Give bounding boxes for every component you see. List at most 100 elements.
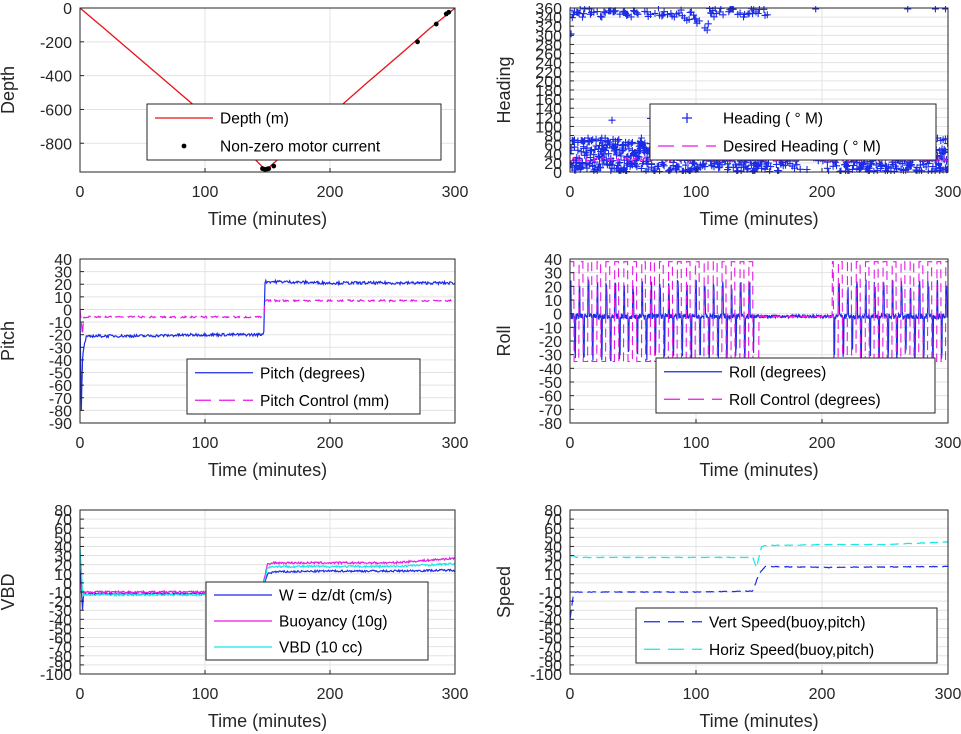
y-tick-label: -90 xyxy=(49,416,72,433)
x-tick-label: 100 xyxy=(683,184,710,201)
series-pitch-degrees xyxy=(80,278,455,411)
chart-panel-depth: 0 100 200 300 0 -200 -400 -600 -800 Time (minutes… xyxy=(0,1,468,229)
series-layer xyxy=(570,541,948,620)
y-tick-label: -10 xyxy=(49,585,72,602)
y-tick-label: -20 xyxy=(539,594,562,611)
y-tick-label: 30 xyxy=(54,265,72,282)
y-tick-label: 0 xyxy=(63,576,72,593)
y-tick-label: -60 xyxy=(539,631,562,648)
x-axis-label: Time (minutes) xyxy=(208,711,327,731)
y-tick-label: -600 xyxy=(40,102,72,119)
y-tick-label: -80 xyxy=(49,649,72,666)
legend-label: Roll Control (degrees) xyxy=(729,392,881,409)
y-tick-label: 40 xyxy=(544,252,562,269)
y-tick-label: 40 xyxy=(544,147,562,164)
y-tick-label: 0 xyxy=(63,302,72,319)
x-axis-label: Time (minutes) xyxy=(699,209,818,229)
y-tick-label: -70 xyxy=(539,640,562,657)
y-tick-label: 220 xyxy=(535,65,562,82)
y-tick-label: -50 xyxy=(539,621,562,638)
series-vbd-10-cc xyxy=(80,547,455,598)
y-tick-label: 80 xyxy=(544,503,562,520)
series-layer xyxy=(80,547,455,610)
legend-label: W = dz/dt (cm/s) xyxy=(279,588,392,605)
y-tick-label: -30 xyxy=(539,348,562,365)
y-tick-label: 20 xyxy=(54,277,72,294)
y-tick-label: 60 xyxy=(544,138,562,155)
legend-box xyxy=(655,357,936,414)
y-tick-label: 280 xyxy=(535,37,562,54)
y-tick-label: -30 xyxy=(49,340,72,357)
x-tick-label: 0 xyxy=(76,435,85,452)
y-tick-label: 40 xyxy=(544,539,562,556)
series-vert-speed-buoy-pitch xyxy=(570,565,948,620)
series-layer xyxy=(80,278,455,411)
x-tick-label: 0 xyxy=(566,184,575,201)
y-axis-label: Pitch xyxy=(0,321,18,361)
x-axis-label: Time (minutes) xyxy=(208,209,327,229)
y-tick-label: -80 xyxy=(539,416,562,433)
legend-label: Pitch (degrees) xyxy=(260,365,365,382)
series-horiz-speed-buoy-pitch xyxy=(570,541,948,570)
y-tick-label: -200 xyxy=(40,35,72,52)
series-layer xyxy=(80,7,455,172)
y-tick-label: -800 xyxy=(40,136,72,153)
y-tick-label: 260 xyxy=(535,47,562,64)
legend-label: Pitch Control (mm) xyxy=(260,393,389,410)
y-tick-label: -400 xyxy=(40,69,72,86)
x-tick-label: 300 xyxy=(935,435,961,452)
motor-current-point xyxy=(446,9,452,15)
legend-label: Roll (degrees) xyxy=(729,364,826,381)
y-tick-label: 360 xyxy=(535,1,562,18)
y-tick-label: 20 xyxy=(544,279,562,296)
y-tick-label: 50 xyxy=(54,530,72,547)
legend-label: VBD (10 cc) xyxy=(279,640,363,657)
y-tick-label: 30 xyxy=(544,549,562,566)
x-tick-label: 100 xyxy=(192,184,219,201)
y-tick-label: 300 xyxy=(535,28,562,45)
chart-panel-roll: 0 100 200 300403020100-10-20-30-40-50-60-70… xyxy=(494,252,961,480)
y-tick-label: -30 xyxy=(539,603,562,620)
series-roll-control-degrees xyxy=(570,261,948,363)
y-tick-label: 340 xyxy=(535,10,562,27)
y-tick-label: -10 xyxy=(49,315,72,332)
x-tick-label: 100 xyxy=(683,435,710,452)
legend-label: Desired Heading ( ° M) xyxy=(723,139,881,156)
y-tick-label: 10 xyxy=(54,290,72,307)
y-tick-label: 10 xyxy=(544,293,562,310)
x-tick-label: 0 xyxy=(566,686,575,703)
y-tick-label: 20 xyxy=(544,558,562,575)
y-tick-label: -80 xyxy=(49,403,72,420)
x-tick-label: 300 xyxy=(442,184,469,201)
y-tick-label: 100 xyxy=(535,119,562,136)
y-tick-label: -50 xyxy=(49,366,72,383)
x-tick-label: 0 xyxy=(76,184,85,201)
y-axis-label: Depth xyxy=(0,66,18,114)
x-tick-label: 200 xyxy=(809,686,836,703)
y-tick-label: -70 xyxy=(49,391,72,408)
x-tick-label: 200 xyxy=(809,435,836,452)
legend-label: Heading ( ° M) xyxy=(723,111,823,128)
x-tick-label: 200 xyxy=(317,435,344,452)
y-tick-label: -40 xyxy=(49,612,72,629)
motor-current-point xyxy=(433,21,439,27)
y-tick-label: -70 xyxy=(539,402,562,419)
legend-label: Non-zero motor current xyxy=(220,139,381,156)
y-tick-label: -90 xyxy=(539,658,562,675)
axes-box xyxy=(79,258,456,424)
y-tick-label: 10 xyxy=(54,567,72,584)
x-tick-label: 0 xyxy=(566,435,575,452)
y-tick-label: 240 xyxy=(535,56,562,73)
y-tick-label: -60 xyxy=(539,389,562,406)
y-tick-label: -40 xyxy=(539,612,562,629)
chart-panel-heading: 0 100 200 300020406080100120140160180200220… xyxy=(494,1,961,229)
x-tick-label: 300 xyxy=(935,184,961,201)
motor-current-point xyxy=(266,166,272,172)
x-tick-label: 200 xyxy=(809,184,836,201)
legend-label: Vert Speed(buoy,pitch) xyxy=(709,614,866,631)
x-axis-label: Time (minutes) xyxy=(699,460,818,480)
chart-panel-speed: 0 100 200 30080706050403020100-10-20-30-40-… xyxy=(494,503,961,731)
y-tick-label: 120 xyxy=(535,110,562,127)
y-tick-label: 0 xyxy=(553,165,562,182)
